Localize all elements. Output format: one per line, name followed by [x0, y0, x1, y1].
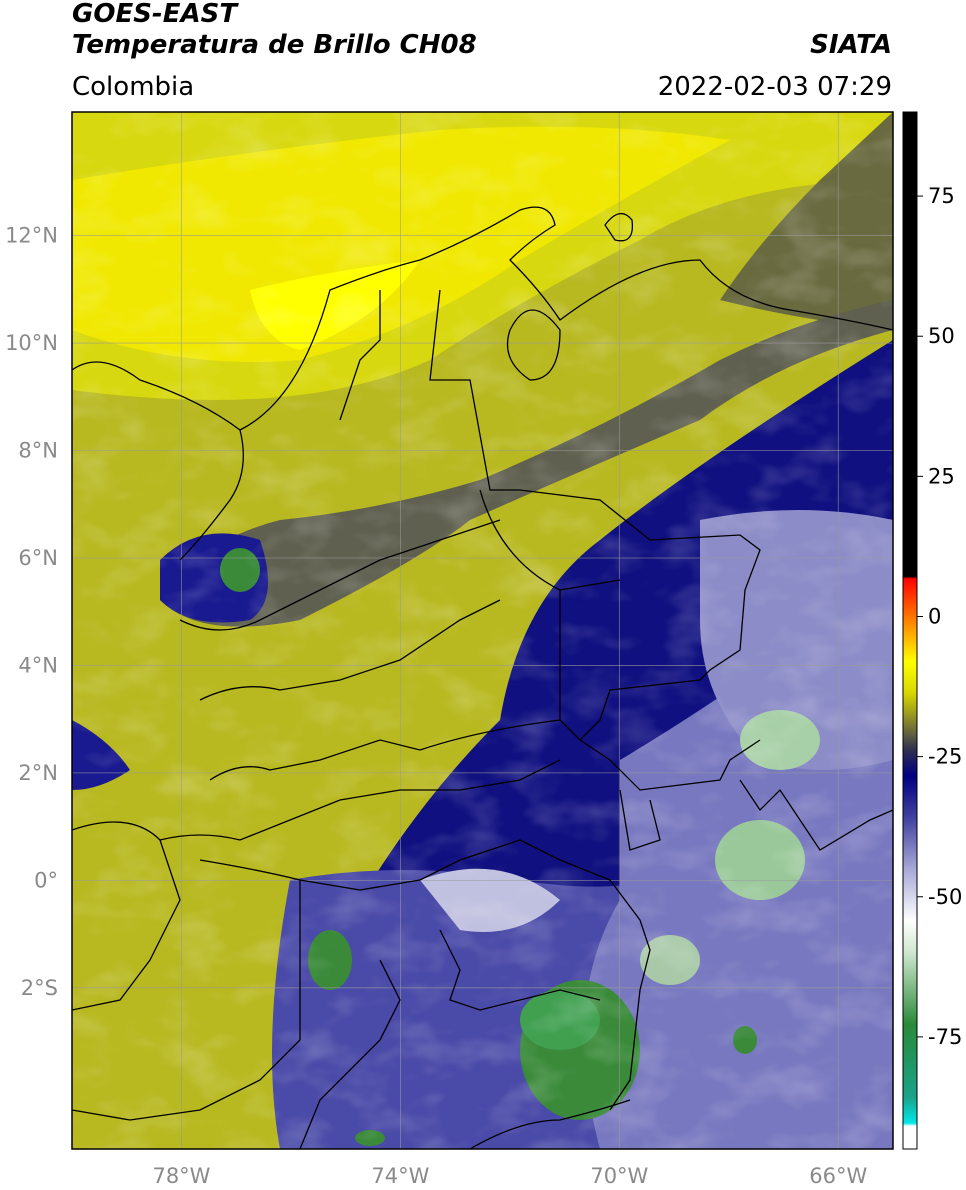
lat-tick-label: 12°N [5, 224, 58, 248]
brightness-temperature-field [72, 112, 893, 1149]
satellite-title: GOES-EAST [72, 0, 238, 29]
colorbar [902, 111, 918, 1150]
colorbar-tick-label: 25 [928, 464, 955, 488]
latitude-labels: 12°N 10°N 8°N 6°N 4°N 2°N 0° 2°S [5, 224, 58, 1000]
lat-tick-label: 10°N [5, 331, 58, 355]
longitude-labels: 78°W 74°W 70°W 66°W [152, 1164, 867, 1188]
agency-label: SIATA [810, 30, 892, 60]
colorbar-tick-label: 50 [928, 324, 955, 348]
lat-tick-label: 0° [34, 868, 58, 892]
colorbar-tick-label: 75 [928, 184, 955, 208]
colorbar-tick-label: -75 [928, 1025, 962, 1049]
colorbar-tick-label: -50 [928, 885, 962, 909]
timestamp-label: 2022-02-03 07:29 [657, 72, 892, 102]
lat-tick-label: 8°N [18, 439, 58, 463]
lon-tick-label: 78°W [152, 1164, 210, 1188]
lon-tick-label: 74°W [371, 1164, 429, 1188]
lat-tick-label: 2°S [21, 976, 58, 1000]
lat-tick-label: 6°N [18, 546, 58, 570]
graticule [72, 112, 893, 1149]
lon-tick-label: 66°W [809, 1164, 867, 1188]
lon-tick-label: 70°W [590, 1164, 648, 1188]
map-frame [71, 111, 894, 1150]
lat-tick-label: 4°N [18, 653, 58, 677]
colorbar-ticks: 75 50 25 0 -25 -50 -75 [917, 184, 962, 1049]
region-label: Colombia [72, 72, 195, 102]
lat-tick-label: 2°N [18, 761, 58, 785]
borders [72, 206, 893, 1149]
colorbar-tick-label: -25 [928, 745, 962, 769]
product-title: Temperatura de Brillo CH08 [72, 30, 477, 60]
colorbar-tick-label: 0 [928, 604, 941, 628]
